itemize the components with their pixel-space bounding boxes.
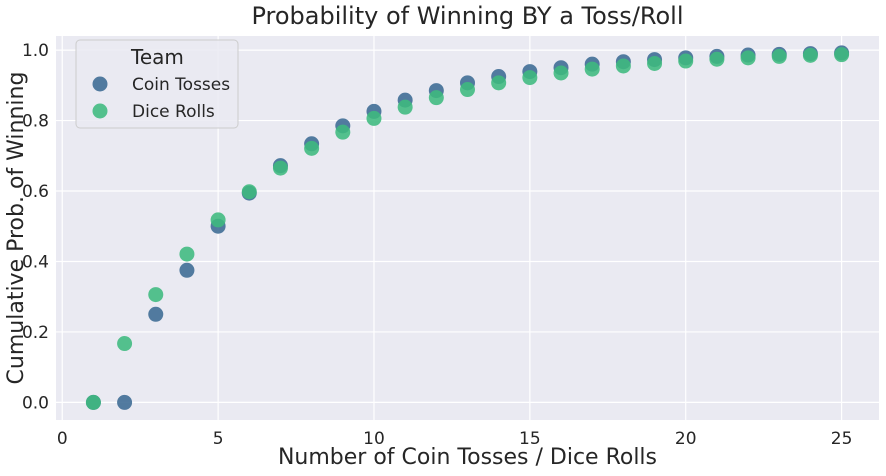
y-tick-label: 1.0 bbox=[22, 41, 49, 61]
coin-tosses-point bbox=[148, 306, 164, 322]
x-tick-labels: 0 5 10 15 20 25 bbox=[57, 429, 853, 449]
dice-rolls-point bbox=[615, 58, 631, 74]
dice-rolls-point bbox=[85, 394, 101, 410]
y-tick-label: 0.0 bbox=[22, 393, 49, 413]
chart-title: Probability of Winning BY a Toss/Roll bbox=[251, 2, 683, 30]
dice-rolls-point bbox=[522, 70, 538, 86]
dice-rolls-point bbox=[241, 184, 257, 200]
y-tick-label: 0.4 bbox=[22, 252, 49, 272]
dice-rolls-point bbox=[647, 55, 663, 71]
coin-tosses-point bbox=[117, 394, 133, 410]
coin-tosses-point bbox=[179, 262, 195, 278]
dice-rolls-point bbox=[428, 90, 444, 106]
dice-rolls-point bbox=[148, 287, 164, 303]
dice-rolls-point bbox=[771, 48, 787, 64]
legend-label-dice-rolls: Dice Rolls bbox=[132, 102, 215, 122]
y-tick-label: 0.6 bbox=[22, 182, 49, 202]
x-tick-label: 10 bbox=[363, 429, 385, 449]
dice-rolls-point bbox=[397, 99, 413, 115]
dice-rolls-point bbox=[304, 140, 320, 156]
legend: Team Coin Tosses Dice Rolls bbox=[75, 39, 239, 129]
x-tick-label: 25 bbox=[831, 429, 853, 449]
dice-rolls-point bbox=[335, 124, 351, 140]
y-tick-label: 0.2 bbox=[22, 323, 49, 343]
dice-rolls-point bbox=[272, 160, 288, 176]
dice-rolls-point bbox=[709, 51, 725, 67]
data-points bbox=[85, 45, 850, 410]
legend-label-coin-tosses: Coin Tosses bbox=[132, 75, 230, 95]
dice-rolls-point bbox=[740, 50, 756, 66]
dice-rolls-point bbox=[366, 110, 382, 126]
x-tick-label: 20 bbox=[675, 429, 697, 449]
dice-rolls-point bbox=[491, 75, 507, 91]
legend-marker-dice-rolls bbox=[92, 103, 108, 119]
x-tick-label: 15 bbox=[519, 429, 541, 449]
legend-box bbox=[75, 39, 239, 129]
y-tick-label: 0.8 bbox=[22, 112, 49, 132]
x-tick-label: 5 bbox=[213, 429, 224, 449]
y-tick-labels: 0.0 0.2 0.4 0.6 0.8 1.0 bbox=[22, 41, 49, 413]
dice-rolls-point bbox=[210, 212, 226, 228]
x-tick-label: 0 bbox=[57, 429, 68, 449]
legend-title: Team bbox=[130, 45, 184, 69]
dice-rolls-point bbox=[678, 53, 694, 69]
dice-rolls-point bbox=[553, 65, 569, 81]
dice-rolls-point bbox=[179, 246, 195, 262]
dice-rolls-point bbox=[460, 82, 475, 98]
x-axis-label: Number of Coin Tosses / Dice Rolls bbox=[278, 445, 657, 470]
y-axis-label: Cumulative Prob. of Winning bbox=[4, 72, 29, 385]
dice-rolls-point bbox=[584, 61, 600, 77]
legend-marker-coin-tosses bbox=[92, 76, 108, 92]
dice-rolls-point bbox=[834, 47, 850, 63]
dice-rolls-point bbox=[802, 47, 818, 63]
dice-rolls-point bbox=[117, 336, 133, 352]
grid-lines bbox=[56, 36, 879, 420]
